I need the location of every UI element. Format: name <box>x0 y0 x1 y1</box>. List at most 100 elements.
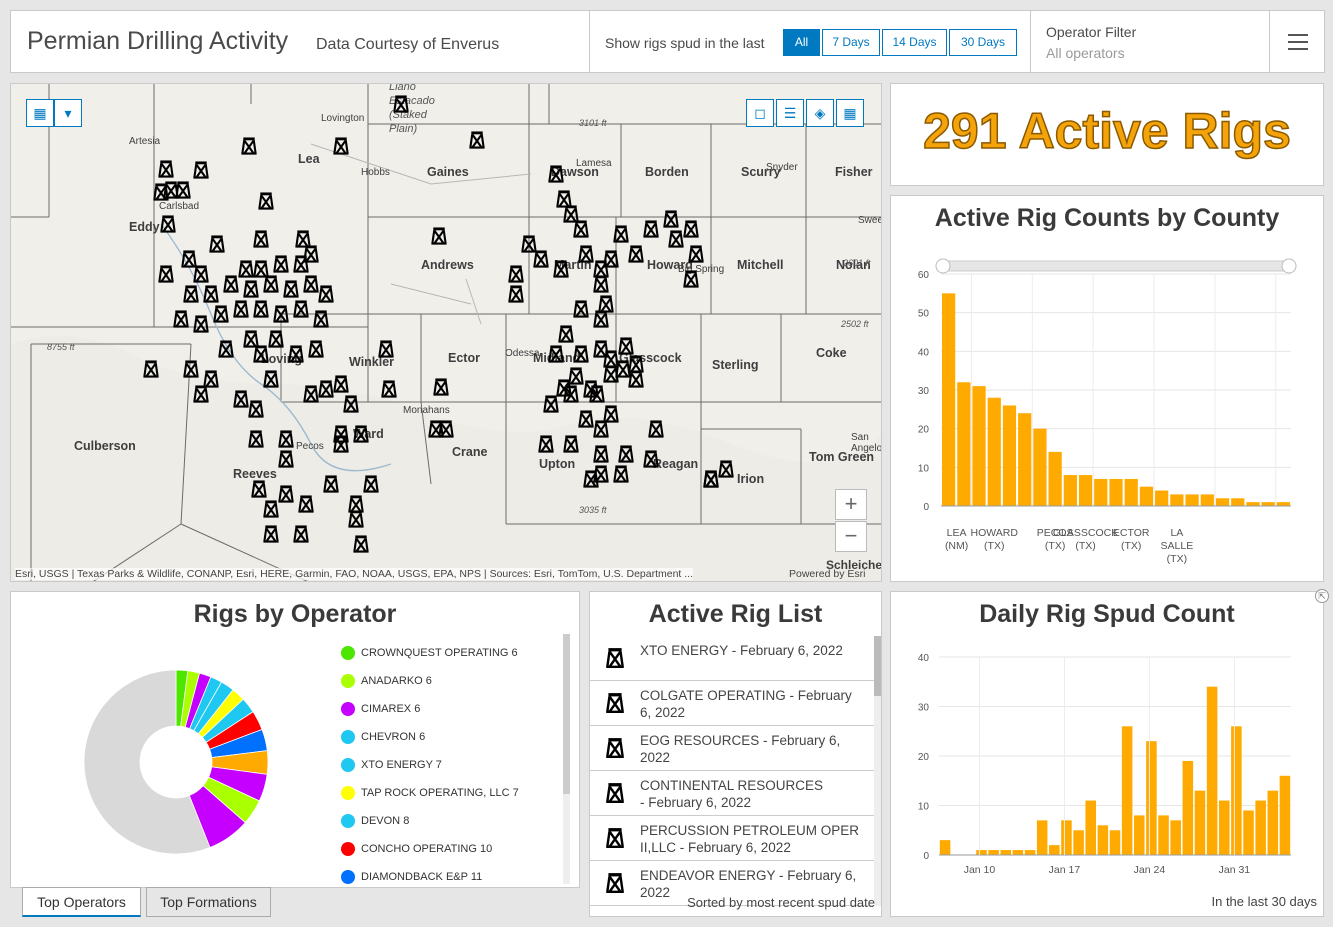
days-30-button[interactable]: 30 Days <box>949 29 1017 56</box>
rig-icon[interactable] <box>533 250 549 268</box>
rig-icon[interactable] <box>593 445 609 463</box>
daily-bar[interactable] <box>1194 790 1206 855</box>
rig-icon[interactable] <box>613 225 629 243</box>
rig-icon[interactable] <box>278 485 294 503</box>
rig-icon[interactable] <box>293 255 309 273</box>
rig-icon[interactable] <box>241 137 257 155</box>
rig-icon[interactable] <box>548 345 564 363</box>
rig-marker-layer[interactable] <box>11 84 882 582</box>
operators-donut-chart[interactable] <box>11 632 311 892</box>
daily-bar[interactable] <box>988 850 999 855</box>
rig-icon[interactable] <box>668 230 684 248</box>
legend-item[interactable]: TAP ROCK OPERATING, LLC 7 <box>341 786 519 800</box>
daily-bar[interactable] <box>1243 810 1254 855</box>
rig-icon[interactable] <box>643 220 659 238</box>
rig-icon[interactable] <box>563 205 579 223</box>
rig-icon[interactable] <box>573 300 589 318</box>
menu-button[interactable] <box>1269 10 1325 73</box>
legend-item[interactable]: DIAMONDBACK E&P 11 <box>341 870 482 884</box>
daily-bar[interactable] <box>1061 820 1072 855</box>
rig-icon[interactable] <box>353 425 369 443</box>
rig-icon[interactable] <box>273 305 289 323</box>
rig-icon[interactable] <box>303 245 319 263</box>
rig-icon[interactable] <box>333 425 349 443</box>
rig-icon[interactable] <box>563 435 579 453</box>
county-bar[interactable] <box>1246 502 1260 506</box>
legend-item[interactable]: CROWNQUEST OPERATING 6 <box>341 646 518 660</box>
rig-icon[interactable] <box>578 410 594 428</box>
daily-bar[interactable] <box>1231 726 1242 855</box>
rig-list-scrollbar[interactable] <box>874 636 881 906</box>
rig-icon[interactable] <box>603 350 619 368</box>
county-bar[interactable] <box>957 382 971 506</box>
legend-item[interactable]: DEVON 8 <box>341 814 409 828</box>
rig-icon[interactable] <box>606 873 624 894</box>
county-bar[interactable] <box>1124 478 1138 506</box>
rig-icon[interactable] <box>606 783 624 804</box>
rig-icon[interactable] <box>175 181 191 199</box>
rig-list-item[interactable]: COLGATE OPERATING - February 6, 2022 <box>590 681 876 726</box>
days-14-button[interactable]: 14 Days <box>882 29 947 56</box>
rig-icon[interactable] <box>583 470 599 488</box>
rig-list-item[interactable]: XTO ENERGY - February 6, 2022 <box>590 636 876 681</box>
daily-bar[interactable] <box>1146 741 1157 855</box>
rig-icon[interactable] <box>333 435 349 453</box>
county-bar[interactable] <box>1109 478 1123 506</box>
rig-icon[interactable] <box>193 161 209 179</box>
rig-icon[interactable] <box>268 330 284 348</box>
rig-icon[interactable] <box>183 360 199 378</box>
rig-icon[interactable] <box>173 310 189 328</box>
rig-icon[interactable] <box>253 345 269 363</box>
rig-icon[interactable] <box>508 285 524 303</box>
daily-bar[interactable] <box>1218 800 1230 855</box>
chevron-down-icon[interactable]: ▾ <box>54 99 82 127</box>
rig-icon[interactable] <box>253 300 269 318</box>
rig-icon[interactable] <box>203 370 219 388</box>
rig-icon[interactable] <box>606 828 624 849</box>
county-bar[interactable] <box>1063 475 1077 506</box>
slider-handle-right[interactable] <box>1281 258 1297 274</box>
rig-icon[interactable] <box>253 260 269 278</box>
rig-icon[interactable] <box>238 260 254 278</box>
rig-icon[interactable] <box>218 340 234 358</box>
rig-list-item[interactable]: PERCUSSION PETROLEUM OPER II,LLC - Februa… <box>590 816 876 861</box>
rig-icon[interactable] <box>183 285 199 303</box>
donut-slice[interactable] <box>83 669 211 855</box>
rig-icon[interactable] <box>556 190 572 208</box>
powered-by-esri[interactable]: Powered by Esri <box>789 568 866 580</box>
daily-bar[interactable] <box>1073 830 1084 855</box>
county-bar[interactable] <box>1215 498 1230 506</box>
daily-bar[interactable] <box>1267 790 1279 855</box>
rig-icon[interactable] <box>628 355 644 373</box>
rig-icon[interactable] <box>606 738 624 759</box>
county-bar[interactable] <box>1094 478 1108 506</box>
county-bar[interactable] <box>987 397 1001 506</box>
daily-bar[interactable] <box>1012 850 1024 855</box>
rig-icon[interactable] <box>283 280 299 298</box>
rig-icon[interactable] <box>263 370 279 388</box>
daily-bar[interactable] <box>1182 760 1194 855</box>
daily-bar[interactable] <box>939 840 951 855</box>
rig-icon[interactable] <box>213 305 229 323</box>
county-bar[interactable] <box>1261 502 1275 506</box>
basemap-gallery-icon[interactable]: ▦ <box>26 99 54 127</box>
county-bar[interactable] <box>972 386 986 506</box>
county-bar[interactable] <box>1018 413 1032 506</box>
county-bar[interactable] <box>1139 486 1154 506</box>
rig-icon[interactable] <box>618 445 634 463</box>
legend-item[interactable]: ANADARKO 6 <box>341 674 432 688</box>
rig-icon[interactable] <box>153 183 169 201</box>
rig-icon[interactable] <box>323 475 339 493</box>
rig-icon[interactable] <box>593 260 609 278</box>
daily-bar[interactable] <box>1158 815 1169 855</box>
rig-icon[interactable] <box>263 275 279 293</box>
rig-icon[interactable] <box>263 500 279 518</box>
daily-bar[interactable] <box>1134 815 1145 855</box>
rig-icon[interactable] <box>593 310 609 328</box>
rig-icon[interactable] <box>433 378 449 396</box>
rig-icon[interactable] <box>251 480 267 498</box>
rig-icon[interactable] <box>521 235 537 253</box>
rig-icon[interactable] <box>508 265 524 283</box>
rig-icon[interactable] <box>298 495 314 513</box>
rig-icon[interactable] <box>353 535 369 553</box>
